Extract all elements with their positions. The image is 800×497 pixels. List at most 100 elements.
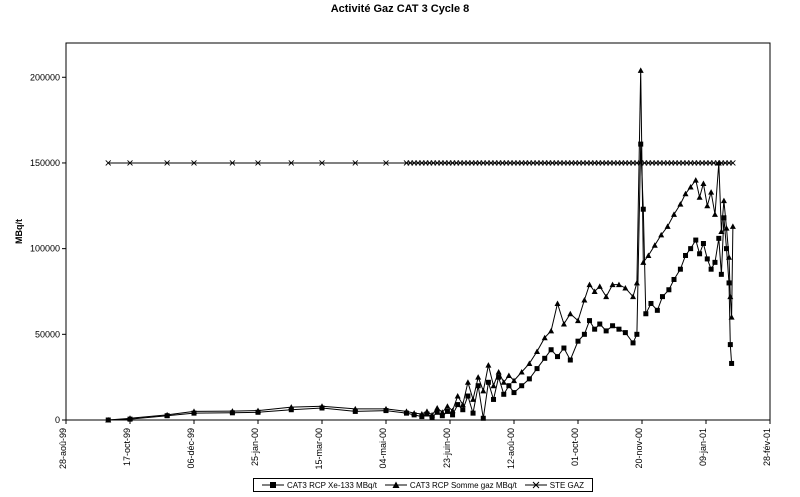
data-point-somme-gaz <box>480 387 487 394</box>
data-point-somme-gaz <box>470 396 477 402</box>
data-point-somme-gaz <box>495 369 502 375</box>
data-point-somme-gaz <box>575 317 581 324</box>
data-point-somme-gaz <box>708 189 715 195</box>
data-point-xe133 <box>519 383 525 389</box>
data-point-somme-gaz <box>352 405 359 412</box>
data-point-somme-gaz <box>692 177 699 183</box>
data-point-xe133 <box>654 307 660 313</box>
data-point-somme-gaz <box>490 382 497 389</box>
data-point-somme-gaz <box>464 379 471 385</box>
data-point-xe133 <box>592 326 598 332</box>
data-point-somme-gaz <box>658 231 665 238</box>
data-point-xe133 <box>638 141 644 147</box>
legend-label-somme-gaz: CAT3 RCP Somme gaz MBq/t <box>409 480 517 490</box>
data-point-somme-gaz <box>581 297 588 303</box>
data-point-somme-gaz <box>720 197 727 204</box>
data-point-xe133 <box>648 300 654 306</box>
data-point-somme-gaz <box>645 252 652 258</box>
data-point-xe133 <box>419 414 425 420</box>
data-point-somme-gaz <box>696 194 703 200</box>
data-point-xe133 <box>693 237 699 243</box>
data-point-xe133 <box>470 410 476 416</box>
data-point-xe133 <box>288 407 294 413</box>
data-point-somme-gaz <box>444 403 451 409</box>
data-point-xe133 <box>455 402 461 408</box>
data-point-somme-gaz <box>591 288 598 294</box>
data-point-somme-gaz <box>630 293 637 300</box>
data-point-xe133 <box>716 235 722 241</box>
data-point-xe133 <box>727 342 733 348</box>
data-point-xe133 <box>548 347 554 353</box>
data-point-somme-gaz <box>596 283 603 289</box>
data-point-somme-gaz <box>429 411 436 418</box>
legend-square-marker-icon <box>261 482 284 488</box>
data-point-xe133 <box>444 408 450 414</box>
x-tick-label: 28-aoû-99 <box>58 428 68 469</box>
data-point-somme-gaz <box>411 410 418 416</box>
data-point-somme-gaz <box>164 411 171 418</box>
data-point-somme-gaz <box>671 211 677 217</box>
data-point-xe133 <box>683 252 689 258</box>
data-point-xe133 <box>729 360 735 366</box>
data-point-xe133 <box>616 326 622 332</box>
data-point-somme-gaz <box>459 401 466 408</box>
data-point-ste-gaz <box>229 160 236 166</box>
x-tick-label: 15-mar-00 <box>314 428 324 470</box>
data-point-ste-gaz <box>105 160 112 166</box>
data-point-xe133 <box>501 391 507 397</box>
data-point-xe133 <box>567 357 573 363</box>
legend-label-xe133: CAT3 RCP Xe-133 MBq/t <box>286 480 377 490</box>
x-tick-label: 12-aoû-00 <box>506 428 516 469</box>
data-point-somme-gaz <box>475 374 482 380</box>
data-point-ste-gaz <box>730 160 736 166</box>
legend-entry-somme-gaz: CAT3 RCP Somme gaz MBq/t <box>384 480 517 490</box>
data-point-ste-gaz <box>383 160 389 166</box>
data-point-xe133 <box>496 374 502 380</box>
data-point-somme-gaz <box>423 408 430 414</box>
data-point-somme-gaz <box>127 415 133 421</box>
data-point-xe133 <box>688 246 694 252</box>
data-point-xe133 <box>581 331 587 337</box>
data-point-somme-gaz <box>505 372 512 378</box>
data-point-xe133 <box>712 259 718 265</box>
data-point-somme-gaz <box>403 408 410 414</box>
data-point-ste-gaz <box>127 160 133 166</box>
data-point-xe133 <box>671 276 677 282</box>
legend-label-ste-gaz: STE GAZ <box>549 480 584 490</box>
data-point-somme-gaz <box>609 281 616 288</box>
data-point-somme-gaz <box>454 393 461 399</box>
x-tick-label: 25-jan-00 <box>250 428 260 466</box>
chart-legend: CAT3 RCP Xe-133 MBq/t CAT3 RCP Somme gaz… <box>253 478 593 492</box>
data-point-xe133 <box>352 408 358 414</box>
data-point-somme-gaz <box>511 377 517 384</box>
x-tick-label: 09-jan-01 <box>698 428 708 466</box>
data-point-xe133 <box>485 379 491 385</box>
data-point-somme-gaz <box>726 254 733 260</box>
data-point-somme-gaz <box>622 285 629 291</box>
data-point-somme-gaz <box>677 201 684 207</box>
plot-area-frame <box>65 42 771 421</box>
data-point-somme-gaz <box>541 334 548 341</box>
data-point-xe133 <box>542 355 548 361</box>
data-point-xe133 <box>622 330 628 336</box>
data-point-xe133 <box>726 280 732 286</box>
series-line-xe133 <box>108 144 733 421</box>
data-point-somme-gaz <box>449 407 456 414</box>
data-point-xe133 <box>640 206 646 212</box>
data-point-xe133 <box>460 407 466 413</box>
legend-entry-ste-gaz: STE GAZ <box>524 480 584 490</box>
data-point-somme-gaz <box>319 403 325 409</box>
data-point-xe133 <box>700 240 706 246</box>
data-point-somme-gaz <box>229 408 236 414</box>
data-point-xe133 <box>480 415 486 421</box>
data-point-xe133 <box>677 266 683 272</box>
data-point-xe133 <box>439 413 445 419</box>
data-point-xe133 <box>450 412 456 418</box>
legend-triangle-marker-icon <box>384 481 407 488</box>
x-tick-label: 28-fév-01 <box>762 428 772 466</box>
data-point-somme-gaz <box>718 228 725 234</box>
data-point-somme-gaz <box>288 404 295 410</box>
data-point-xe133 <box>575 338 581 344</box>
data-point-somme-gaz <box>651 242 658 248</box>
x-tick-label: 20-nov-00 <box>634 428 644 469</box>
